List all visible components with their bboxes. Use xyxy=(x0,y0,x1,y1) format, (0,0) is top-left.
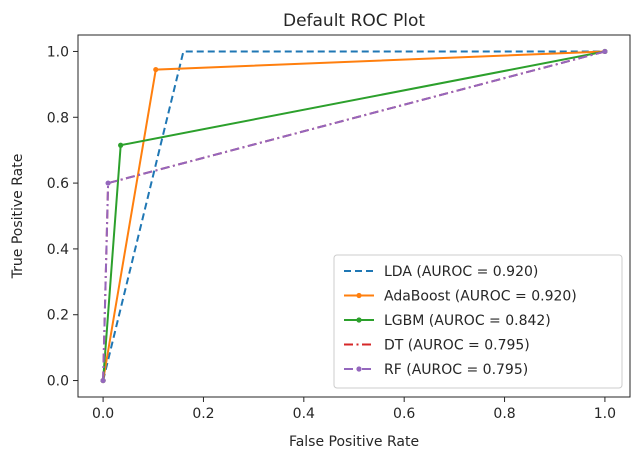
legend: LDA (AUROC = 0.920) AdaBoost (AUROC = 0.9… xyxy=(333,254,623,389)
series-line-0 xyxy=(102,50,605,381)
chart-title: Default ROC Plot xyxy=(283,11,425,31)
legend-marker xyxy=(356,292,362,299)
series-point-4 xyxy=(602,48,608,55)
x-tick-label: 0.4 xyxy=(293,406,315,422)
x-tick-label: 0.2 xyxy=(192,406,214,422)
y-tick-label: 0.8 xyxy=(47,110,69,126)
x-tick-label: 1.0 xyxy=(594,406,616,422)
legend-box xyxy=(333,254,623,389)
legend-label: RF (AUROC = 0.795) xyxy=(384,362,528,378)
series-point-1 xyxy=(153,66,159,73)
legend-marker xyxy=(356,317,362,323)
series-point-4 xyxy=(100,377,106,384)
y-tick-label: 0.2 xyxy=(47,308,69,324)
y-tick-label: 0.6 xyxy=(47,176,69,192)
y-tick-label: 0.4 xyxy=(47,242,69,258)
series-layer xyxy=(100,48,608,384)
x-tick-label: 0.0 xyxy=(92,406,114,422)
series-point-4 xyxy=(105,180,111,186)
x-axis-title: False Positive Rate xyxy=(289,434,419,450)
x-tick-label: 0.6 xyxy=(393,406,415,422)
series-line-4 xyxy=(102,50,606,381)
y-axis-title: True Positive Rate xyxy=(10,154,26,280)
legend-label: AdaBoost (AUROC = 0.920) xyxy=(384,289,577,305)
legend-label: DT (AUROC = 0.795) xyxy=(384,338,530,354)
x-tick-label: 0.8 xyxy=(493,406,515,422)
legend-marker xyxy=(356,366,362,372)
series-point-2 xyxy=(118,142,124,148)
legend-label: LDA (AUROC = 0.920) xyxy=(384,264,538,280)
ticks-layer: 0.0 0.2 0.4 0.6 0.8 1.0 0.0 0.2 0.4 0.6 0.8 1.0 xyxy=(47,44,616,422)
y-tick-label: 1.0 xyxy=(47,44,69,60)
y-tick-label: 0.0 xyxy=(47,374,69,390)
legend-label: LGBM (AUROC = 0.842) xyxy=(384,313,551,329)
